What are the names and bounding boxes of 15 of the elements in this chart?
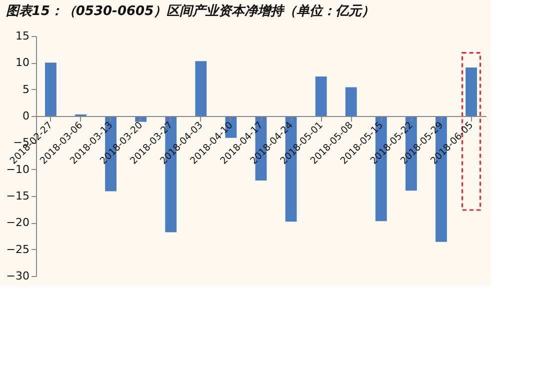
y-tick-label: −15 <box>6 190 30 202</box>
y-tick-label: −10 <box>6 162 30 176</box>
bar <box>466 67 477 116</box>
y-tick-label: −20 <box>6 216 30 230</box>
bar <box>345 87 357 116</box>
bar <box>315 76 327 116</box>
y-tick-label: 5 <box>22 82 30 96</box>
y-tick-label: 15 <box>16 30 30 42</box>
y-tick-label: −30 <box>6 270 30 282</box>
y-tick-label: 10 <box>16 56 30 70</box>
y-tick-label: −25 <box>6 242 30 256</box>
y-tick-label: 0 <box>22 110 30 122</box>
bar <box>195 61 207 116</box>
chart-title: 图表15：（0530-0605）区间产业资本净增持（单位：亿元） <box>6 3 375 19</box>
bar <box>45 62 56 116</box>
